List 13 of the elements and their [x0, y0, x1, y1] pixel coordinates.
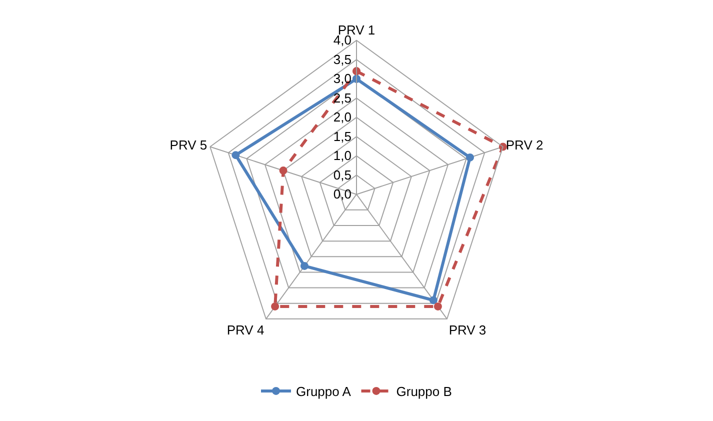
spoke-label: PRV 5	[170, 137, 208, 152]
y-tick-label: 1,5	[333, 128, 352, 144]
spoke-label: PRV 2	[506, 137, 544, 152]
y-tick-label: 0,5	[333, 167, 352, 182]
y-tick-label: 0,0	[333, 186, 352, 202]
y-tick-label: 3,0	[333, 71, 352, 86]
legend-label: Gruppo B	[396, 384, 452, 400]
spoke-label: PRV 3	[448, 322, 486, 338]
legend-label: Gruppo A	[296, 384, 352, 400]
y-tick-label: 2,0	[333, 110, 352, 125]
y-tick-label: 3,5	[333, 52, 352, 67]
spoke-label: PRV 4	[226, 322, 264, 338]
y-tick-label: 1,0	[333, 148, 352, 164]
